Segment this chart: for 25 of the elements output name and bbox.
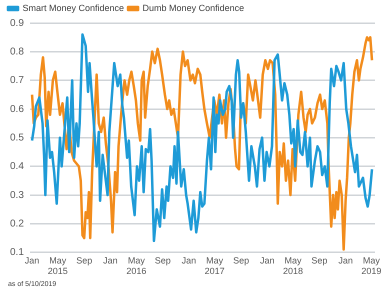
x-tick-label: May 2015 (48, 255, 68, 276)
x-tick-label: Sep (154, 255, 171, 266)
x-tick-label: May 2016 (126, 255, 146, 276)
x-tick-label: Jan (24, 255, 40, 266)
y-tick-label: 0.2 (10, 218, 24, 230)
x-tick-label: May 2018 (283, 255, 304, 276)
x-tick-label: May 2017 (204, 255, 225, 276)
y-tick-label: 0.4 (10, 161, 24, 172)
y-tick-label: 0.7 (10, 75, 24, 86)
y-tick-label: 0.5 (10, 132, 24, 144)
x-tick-label: Sep (311, 255, 328, 266)
x-tick-label: Jan (338, 255, 353, 266)
y-tick-label: 0.1 (10, 247, 24, 258)
x-tick-label: Jan (182, 255, 196, 266)
y-tick-label: 0.8 (10, 46, 24, 58)
x-tick-label: Jan (103, 255, 118, 266)
y-tick-label: 0.9 (10, 18, 24, 29)
legend-label: Smart Money Confidence (22, 2, 124, 13)
x-tick-label: Jan (260, 255, 275, 266)
y-tick-label: 0.3 (10, 190, 24, 201)
x-tick-label: Sep (233, 255, 250, 266)
legend-label: Dumb Money Confidence (142, 2, 244, 13)
x-tick-label: Sep (76, 255, 92, 266)
x-tick-label: May 2019 (361, 255, 382, 276)
y-tick-label: 0.6 (10, 104, 24, 115)
